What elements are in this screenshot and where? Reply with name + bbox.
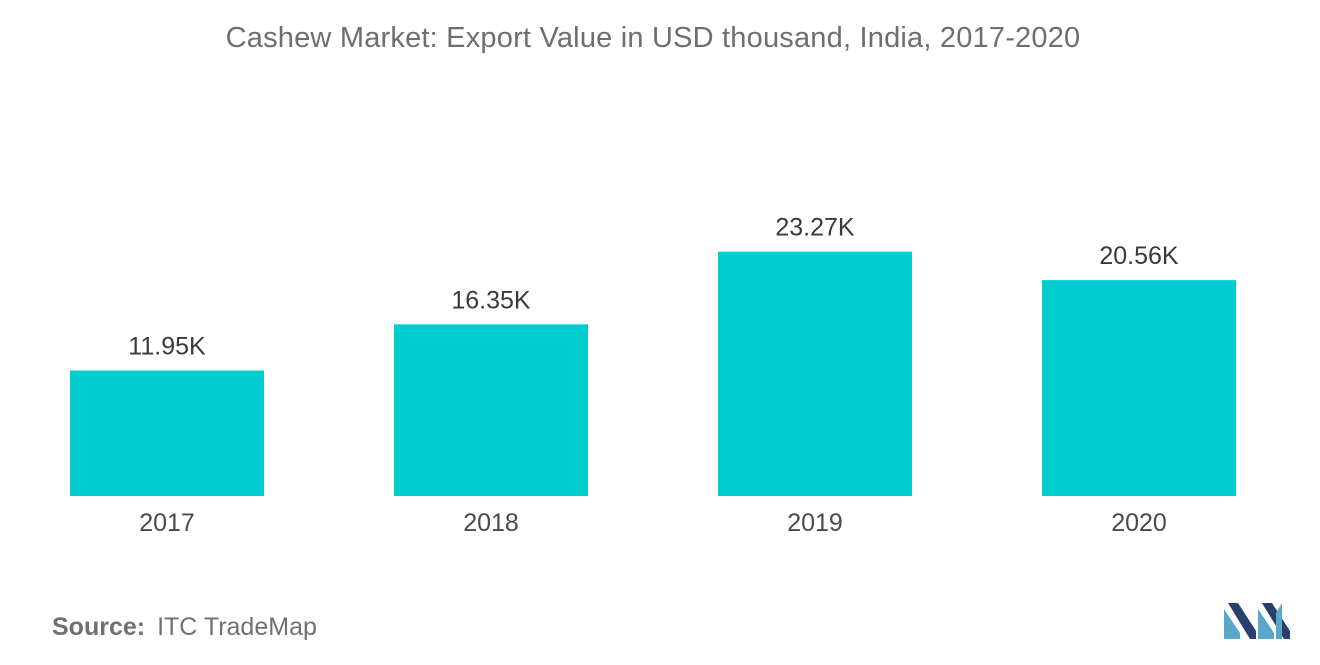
source-note: Source: ITC TradeMap: [52, 613, 317, 642]
bar-2019: [718, 251, 912, 496]
x-axis-ticks-layer: 2017 2018 2019 2020: [139, 509, 1167, 537]
data-label-2017: 11.95K: [128, 333, 206, 361]
chart-title: Cashew Market: Export Value in USD thous…: [225, 22, 1081, 54]
bar-2018: [394, 324, 588, 496]
source-label: Source:: [52, 613, 146, 641]
x-tick-label-2018: 2018: [463, 509, 519, 537]
data-labels-layer: 11.95K 16.35K 23.27K 20.56K: [128, 214, 1179, 361]
bars-layer: [70, 251, 1236, 496]
x-tick-label-2017: 2017: [139, 509, 195, 537]
data-label-2019: 23.27K: [775, 214, 855, 242]
bar-2017: [70, 370, 264, 496]
data-label-2020: 20.56K: [1099, 242, 1179, 270]
bar-2020: [1042, 280, 1236, 496]
mordor-intelligence-logo-icon: [1224, 603, 1290, 639]
x-tick-label-2019: 2019: [787, 509, 843, 537]
x-tick-label-2020: 2020: [1111, 509, 1167, 537]
data-label-2018: 16.35K: [451, 286, 531, 314]
source-text: ITC TradeMap: [157, 613, 317, 641]
